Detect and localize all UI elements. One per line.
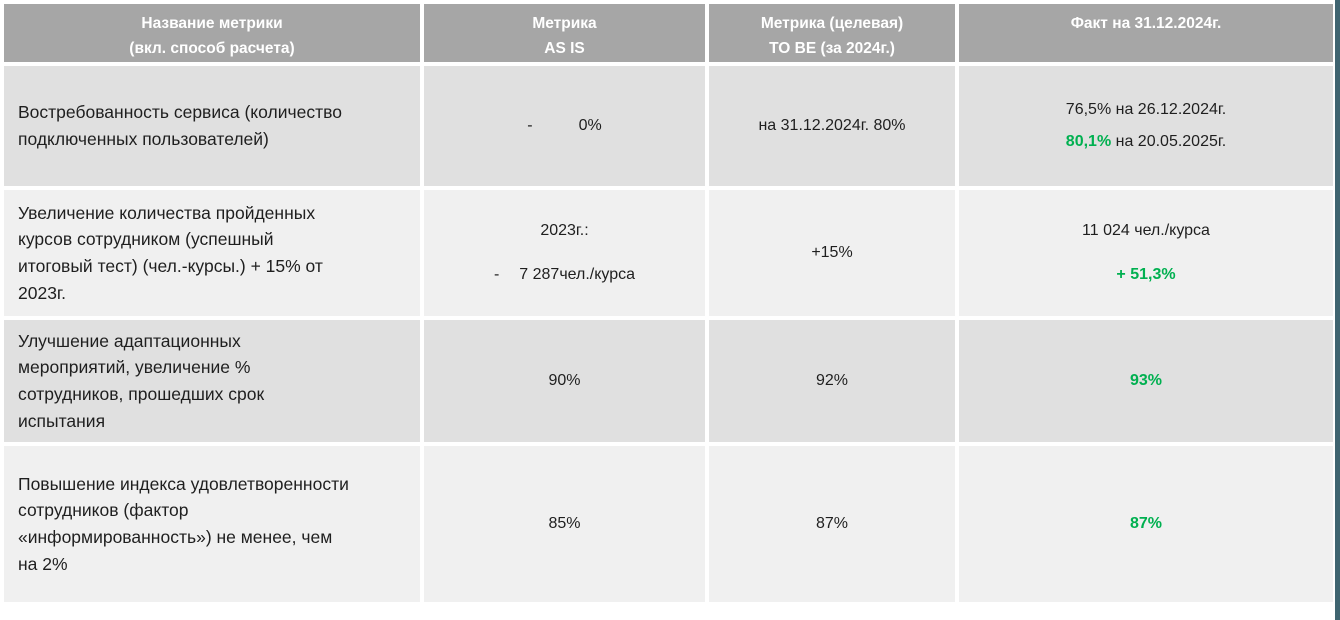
header-as-is-line1: Метрика bbox=[532, 15, 597, 32]
row1-as-is-value: - 0% bbox=[527, 114, 601, 138]
row3-as-is-value: 90% bbox=[548, 372, 581, 389]
row3-fact-cell: 93% bbox=[959, 320, 1333, 442]
header-as-is-line2: AS IS bbox=[544, 39, 585, 57]
row1-fact-green-value: 80,1% bbox=[1065, 133, 1112, 150]
row1-metric-name: Востребованность сервиса (количество под… bbox=[4, 66, 420, 186]
header-cell-metric-name: Название метрики (вкл. способ расчета) bbox=[4, 4, 420, 62]
row4-as-is-cell: 85% bbox=[424, 446, 705, 602]
row4-metric-name: Повышение индекса удовлетворенности сотр… bbox=[4, 446, 420, 602]
header-cell-fact: Факт на 31.12.2024г. bbox=[959, 4, 1333, 62]
metrics-table: Название метрики (вкл. способ расчета) М… bbox=[4, 4, 1333, 602]
row2-to-be-value: +15% bbox=[811, 244, 853, 261]
row3-fact-green-value: 93% bbox=[1129, 372, 1163, 389]
header-to-be-line2: TO BE (за 2024г.) bbox=[769, 39, 895, 57]
row2-to-be-cell: +15% bbox=[709, 190, 955, 316]
row2-as-is-stack: 2023г.: - 7 287чел./курса bbox=[494, 219, 635, 287]
header-metric-name-line1: Название метрики bbox=[141, 15, 283, 32]
row1-fact-line2: 80,1% на 20.05.2025г. bbox=[1066, 130, 1226, 154]
row4-fact-cell: 87% bbox=[959, 446, 1333, 602]
row4-fact-green-value: 87% bbox=[1129, 515, 1163, 532]
row2-as-is-dash: - bbox=[493, 266, 500, 283]
row1-to-be-cell: на 31.12.2024г. 80% bbox=[709, 66, 955, 186]
row1-as-is-dash: - bbox=[527, 117, 533, 134]
row1-fact-stack: 76,5% на 26.12.2024г. 80,1% на 20.05.202… bbox=[1066, 98, 1226, 154]
row1-as-is-percent: 0% bbox=[578, 117, 602, 134]
row1-as-is-cell: - 0% bbox=[424, 66, 705, 186]
row1-fact-line2-suffix: на 20.05.2025г. bbox=[1111, 133, 1227, 150]
row3-metric-name: Улучшение адаптационных мероприятий, уве… bbox=[4, 320, 420, 442]
header-fact-line1: Факт на 31.12.2024г. bbox=[1070, 15, 1222, 32]
row3-to-be-value: 92% bbox=[815, 372, 849, 389]
header-cell-as-is: Метрика AS IS bbox=[424, 4, 705, 62]
row4-as-is-value: 85% bbox=[548, 515, 581, 532]
row2-fact-stack: 11 024 чел./курса + 51,3% bbox=[1082, 219, 1210, 287]
row2-as-is-value: 7 287чел./курса bbox=[519, 266, 636, 283]
row1-fact-cell: 76,5% на 26.12.2024г. 80,1% на 20.05.202… bbox=[959, 66, 1333, 186]
row2-metric-name: Увеличение количества пройденных курсов … bbox=[4, 190, 420, 316]
header-metric-name-line2: (вкл. способ расчета) bbox=[129, 39, 295, 57]
row2-fact-cell: 11 024 чел./курса + 51,3% bbox=[959, 190, 1333, 316]
row2-fact-green-value: + 51,3% bbox=[1116, 266, 1176, 283]
row4-to-be-cell: 87% bbox=[709, 446, 955, 602]
row2-as-is-line1: 2023г.: bbox=[540, 222, 589, 239]
header-to-be-line1: Метрика (целевая) bbox=[760, 15, 904, 32]
row2-as-is-cell: 2023г.: - 7 287чел./курса bbox=[424, 190, 705, 316]
row2-fact-line1: 11 024 чел./курса bbox=[1082, 222, 1210, 239]
row2-as-is-line2: - 7 287чел./курса bbox=[494, 263, 635, 287]
row4-to-be-value: 87% bbox=[815, 515, 849, 532]
page-edge-accent-bar bbox=[1335, 0, 1340, 620]
header-cell-to-be: Метрика (целевая) TO BE (за 2024г.) bbox=[709, 4, 955, 62]
row3-as-is-cell: 90% bbox=[424, 320, 705, 442]
row3-to-be-cell: 92% bbox=[709, 320, 955, 442]
row1-to-be-value: на 31.12.2024г. 80% bbox=[758, 117, 906, 134]
row1-fact-line1: 76,5% на 26.12.2024г. bbox=[1065, 101, 1227, 118]
